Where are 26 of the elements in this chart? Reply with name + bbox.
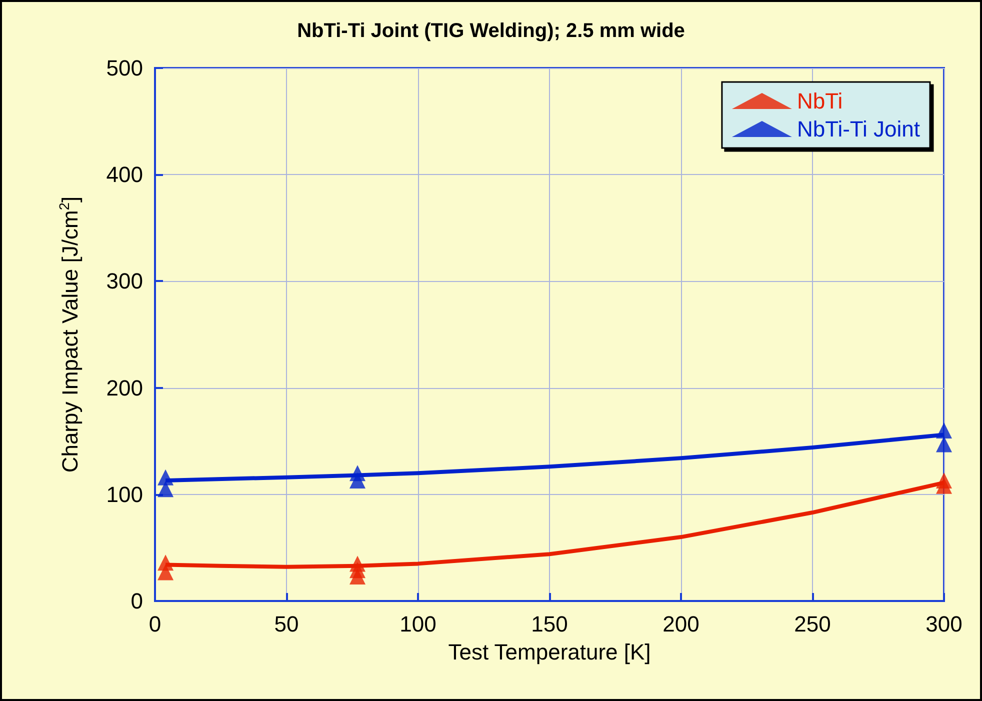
point — [936, 422, 952, 438]
point — [936, 478, 952, 494]
legend-label: NbTi-Ti Joint — [796, 116, 920, 142]
x-tick-label: 50 — [274, 612, 299, 636]
y-tick-label: 0 — [130, 588, 143, 614]
point — [158, 564, 174, 580]
point — [936, 436, 952, 452]
x-axis-title: Test Temperature [K] — [448, 640, 651, 664]
x-tick-label: 200 — [662, 612, 700, 636]
y-tick-label: 400 — [106, 162, 143, 188]
point — [158, 481, 174, 498]
x-tick-label: 0 — [148, 612, 162, 636]
y-tick-label: 300 — [106, 268, 143, 294]
x-tick-label: 100 — [400, 612, 436, 636]
y-tick-label: 100 — [106, 482, 143, 507]
legend-label: NbTi — [796, 88, 843, 114]
y-tick-label: 500 — [106, 56, 143, 80]
x-tick-label: 250 — [794, 612, 831, 636]
point — [350, 568, 366, 584]
point — [158, 469, 174, 486]
chart-title: NbTi-Ti Joint (TIG Welding); 2.5 mm wide — [297, 20, 685, 42]
x-tick-label: 300 — [926, 612, 962, 636]
x-tick-label: 150 — [531, 612, 568, 636]
y-tick-label: 200 — [106, 375, 143, 400]
y-axis-title: Charpy Impact Value [J/cm2] — [56, 196, 82, 473]
point — [350, 472, 366, 489]
